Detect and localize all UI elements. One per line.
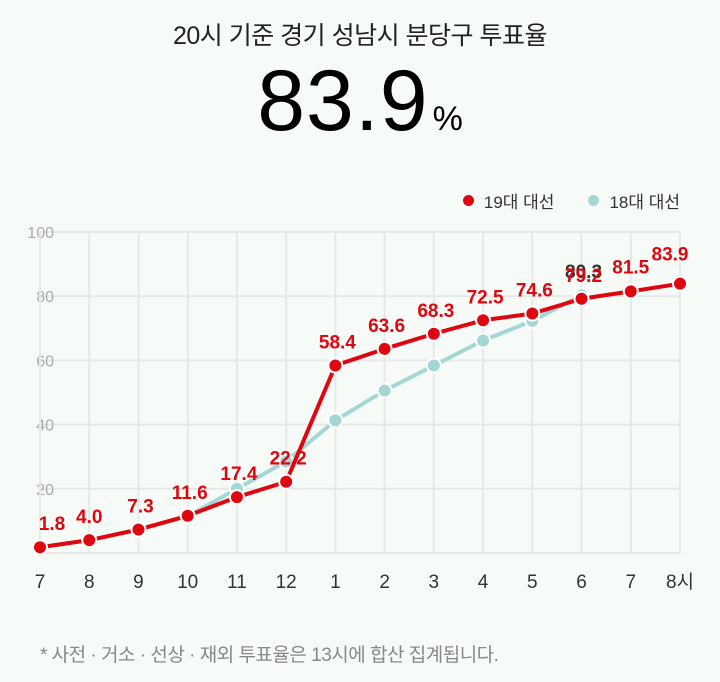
data-point[interactable] bbox=[524, 305, 541, 322]
data-label-19: 58.4 bbox=[319, 333, 356, 354]
footnote: * 사전 · 거소 · 선상 · 재외 투표율은 13시에 합산 집계됩니다. bbox=[40, 645, 499, 666]
x-tick-label: 6 bbox=[576, 572, 587, 593]
data-point[interactable] bbox=[622, 283, 639, 300]
turnout-headline: 83.9% bbox=[0, 58, 720, 144]
y-tick-label: 80 bbox=[36, 289, 54, 306]
data-label-18: 80.3 bbox=[565, 262, 602, 283]
data-point[interactable] bbox=[278, 473, 295, 490]
y-tick-label: 20 bbox=[36, 482, 54, 499]
data-point[interactable] bbox=[32, 539, 48, 556]
series-line bbox=[39, 281, 681, 550]
data-label-19: 22.2 bbox=[270, 449, 307, 470]
data-point[interactable] bbox=[376, 340, 393, 357]
data-point[interactable] bbox=[475, 332, 492, 349]
y-tick-label: 40 bbox=[36, 418, 54, 435]
legend-dot-18-icon bbox=[588, 195, 600, 206]
chart-title: 20시 기준 경기 성남시 분당구 투표율 bbox=[172, 22, 548, 50]
data-point[interactable] bbox=[179, 507, 196, 524]
data-point[interactable] bbox=[228, 489, 245, 506]
y-tick-label: 60 bbox=[36, 353, 54, 370]
data-label-19: 63.6 bbox=[368, 316, 405, 337]
data-point[interactable] bbox=[425, 357, 442, 374]
data-label-19: 11.6 bbox=[172, 483, 208, 504]
x-tick-label: 7 bbox=[35, 572, 46, 593]
legend-label-18: 18대 대선 bbox=[609, 193, 680, 212]
data-point[interactable] bbox=[327, 357, 344, 374]
data-label-19: 1.8 bbox=[39, 514, 65, 535]
x-tick-label: 12 bbox=[276, 572, 297, 593]
turnout-value: 83.9 bbox=[257, 53, 429, 149]
data-label-19: 72.5 bbox=[467, 287, 504, 308]
x-tick-label: 3 bbox=[429, 572, 440, 593]
x-tick-label: 8 bbox=[84, 572, 95, 593]
data-point[interactable] bbox=[130, 521, 147, 538]
data-label-19: 17.4 bbox=[220, 464, 257, 485]
legend-item-18[interactable]: 18대 대선 bbox=[588, 188, 680, 213]
data-label-19: 83.9 bbox=[652, 245, 689, 266]
x-tick-label: 2 bbox=[379, 572, 390, 593]
x-tick-label: 1 bbox=[330, 572, 341, 593]
data-point[interactable] bbox=[327, 412, 344, 429]
data-label-19: 79.2 bbox=[565, 266, 602, 287]
data-label-19: 4.0 bbox=[76, 507, 102, 528]
x-tick-label: 10 bbox=[177, 572, 198, 593]
x-tick-label: 9 bbox=[133, 572, 144, 593]
x-tick-label: 7 bbox=[625, 572, 636, 593]
data-label-19: 7.3 bbox=[127, 497, 153, 518]
data-point[interactable] bbox=[376, 382, 393, 399]
x-tick-label: 8시 bbox=[666, 572, 694, 593]
data-point[interactable] bbox=[475, 312, 492, 329]
turnout-unit: % bbox=[432, 100, 463, 138]
x-tick-label: 5 bbox=[527, 572, 538, 593]
data-point[interactable] bbox=[672, 275, 688, 292]
data-point[interactable] bbox=[425, 325, 442, 342]
legend-dot-19-icon bbox=[462, 195, 474, 206]
x-tick-label: 11 bbox=[227, 572, 247, 593]
x-tick-label: 4 bbox=[478, 572, 489, 593]
data-label-19: 74.6 bbox=[516, 281, 553, 302]
data-point[interactable] bbox=[573, 290, 590, 307]
data-point[interactable] bbox=[81, 532, 98, 549]
chart-legend: 19대 대선 18대 대선 bbox=[462, 188, 680, 213]
legend-label-19: 19대 대선 bbox=[483, 193, 555, 212]
data-label-19: 81.5 bbox=[612, 257, 649, 278]
data-label-19: 68.3 bbox=[417, 301, 454, 322]
legend-item-19[interactable]: 19대 대선 bbox=[462, 188, 555, 213]
